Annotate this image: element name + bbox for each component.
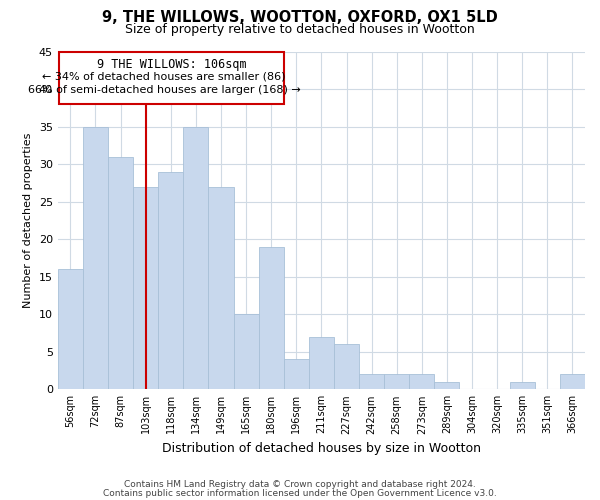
Bar	[133, 186, 158, 390]
Bar	[560, 374, 585, 390]
Bar	[184, 126, 208, 390]
FancyBboxPatch shape	[59, 52, 284, 104]
Text: 9 THE WILLOWS: 106sqm: 9 THE WILLOWS: 106sqm	[97, 58, 246, 70]
Bar	[509, 382, 535, 390]
Bar	[58, 269, 83, 390]
Bar	[233, 314, 259, 390]
Bar	[434, 382, 460, 390]
Text: Contains HM Land Registry data © Crown copyright and database right 2024.: Contains HM Land Registry data © Crown c…	[124, 480, 476, 489]
Text: 66% of semi-detached houses are larger (168) →: 66% of semi-detached houses are larger (…	[28, 86, 300, 96]
Bar	[334, 344, 359, 390]
Text: 9, THE WILLOWS, WOOTTON, OXFORD, OX1 5LD: 9, THE WILLOWS, WOOTTON, OXFORD, OX1 5LD	[102, 10, 498, 25]
Text: Contains public sector information licensed under the Open Government Licence v3: Contains public sector information licen…	[103, 488, 497, 498]
Bar	[259, 246, 284, 390]
Bar	[309, 337, 334, 390]
Bar	[108, 156, 133, 390]
X-axis label: Distribution of detached houses by size in Wootton: Distribution of detached houses by size …	[162, 442, 481, 455]
Text: ← 34% of detached houses are smaller (86): ← 34% of detached houses are smaller (86…	[42, 71, 286, 81]
Bar	[409, 374, 434, 390]
Bar	[83, 126, 108, 390]
Text: Size of property relative to detached houses in Wootton: Size of property relative to detached ho…	[125, 22, 475, 36]
Bar	[208, 186, 233, 390]
Bar	[284, 360, 309, 390]
Y-axis label: Number of detached properties: Number of detached properties	[23, 132, 33, 308]
Bar	[359, 374, 384, 390]
Bar	[384, 374, 409, 390]
Bar	[158, 172, 184, 390]
